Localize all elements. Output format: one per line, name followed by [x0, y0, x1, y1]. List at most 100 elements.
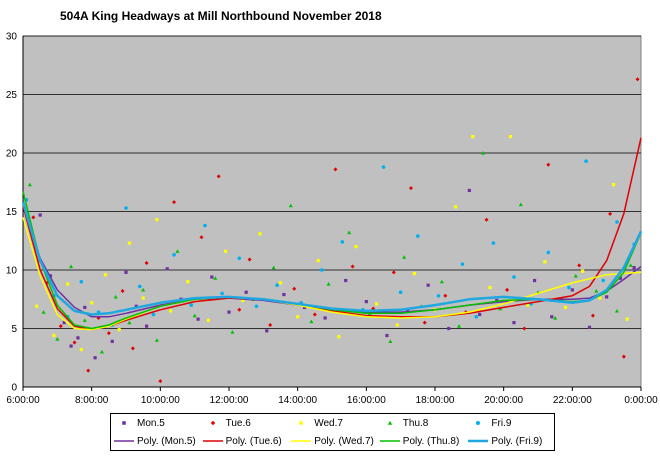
data-point-wed-7	[625, 317, 629, 321]
data-point-fri-9	[151, 312, 156, 317]
y-tick-label: 15	[6, 207, 18, 218]
data-point-wed-7	[526, 303, 530, 307]
legend: Mon.5 Tue.6 Wed.7 Thu.8 Fri.9 Poly. (Mon.5) P…	[110, 413, 555, 451]
data-point-mon-5	[447, 326, 451, 331]
data-point-tue-6	[268, 322, 273, 327]
data-point-wed-7	[395, 323, 399, 327]
data-point-fri-9	[319, 268, 324, 272]
legend-row-series: Mon.5 Tue.6 Wed.7 Thu.8 Fri.9	[111, 414, 554, 432]
data-point-wed-7	[471, 135, 475, 139]
legend-item-trendline: Poly. (Fri.9)	[465, 436, 554, 447]
data-point-wed-7	[543, 260, 547, 264]
data-point-wed-7	[66, 282, 70, 286]
data-point-tue-6	[522, 326, 527, 331]
data-point-fri-9	[546, 250, 551, 255]
data-point-fri-9	[416, 234, 420, 238]
legend-item-trendline: Poly. (Mon.5)	[111, 436, 200, 447]
data-point-fri-9	[512, 275, 516, 279]
data-point-wed-7	[316, 259, 320, 263]
legend-item-series: Wed.7	[288, 418, 377, 429]
legend-line-sample	[200, 436, 226, 447]
data-point-fri-9	[601, 278, 606, 283]
data-point-tue-6	[621, 354, 626, 359]
data-point-mon-5	[38, 213, 42, 217]
data-point-fri-9	[474, 315, 479, 319]
data-point-mon-5	[145, 324, 149, 328]
data-point-tue-6	[172, 200, 177, 205]
data-point-wed-7	[412, 271, 416, 276]
x-tick-label: 22:00:00	[553, 395, 592, 406]
data-point-thu-8	[614, 308, 619, 313]
data-point-thu-8	[288, 203, 293, 208]
data-point-mon-5	[134, 304, 138, 308]
data-point-wed-7	[375, 302, 379, 306]
data-point-wed-7	[223, 249, 228, 253]
data-point-tue-6	[443, 293, 448, 298]
legend-item-trendline: Poly. (Tue.6)	[200, 436, 289, 447]
data-point-mon-5	[76, 336, 80, 340]
data-point-mon-5	[570, 288, 574, 292]
y-tick-label: 10	[6, 266, 18, 277]
y-tick-label: 0	[11, 383, 17, 394]
data-point-thu-8	[457, 324, 462, 328]
data-point-tue-6	[350, 264, 355, 269]
legend-item-series: Mon.5	[111, 418, 200, 429]
data-point-mon-5	[344, 278, 348, 283]
data-point-thu-8	[573, 273, 578, 278]
data-point-tue-6	[144, 260, 149, 265]
trendline-poly-fri-9	[21, 201, 643, 316]
x-tick-label: 20:00:00	[484, 395, 523, 406]
data-point-fri-9	[79, 279, 84, 284]
data-point-fri-9	[436, 293, 441, 298]
data-point-tue-6	[158, 379, 163, 384]
data-point-thu-8	[41, 310, 46, 314]
legend-label: Tue.6	[225, 417, 251, 429]
data-point-thu-8	[113, 294, 118, 299]
legend-item-trendline: Poly. (Thu.8)	[377, 436, 466, 447]
data-point-mon-5	[632, 266, 636, 270]
data-point-wed-7	[508, 135, 513, 139]
legend-label: Mon.5	[137, 417, 165, 429]
data-point-fri-9	[172, 252, 176, 257]
data-point-wed-7	[206, 318, 210, 322]
data-point-tue-6	[58, 324, 63, 329]
data-point-mon-5	[265, 329, 269, 333]
data-point-thu-8	[594, 289, 599, 293]
data-point-thu-8	[402, 255, 407, 259]
legend-item-series: Fri.9	[465, 418, 554, 429]
data-point-fri-9	[381, 165, 386, 169]
legend-marker	[288, 418, 314, 429]
legend-label: Poly. (Fri.9)	[491, 435, 543, 447]
data-point-tue-6	[199, 235, 204, 240]
legend-item-trendline: Poly. (Wed.7)	[288, 436, 377, 447]
data-point-fri-9	[584, 159, 588, 163]
data-point-fri-9	[237, 256, 242, 261]
x-tick-label: 14:00:00	[278, 395, 317, 406]
data-point-mon-5	[196, 317, 200, 321]
data-point-fri-9	[137, 284, 142, 289]
x-tick-label: 18:00:00	[416, 395, 455, 406]
data-point-fri-9	[220, 291, 224, 296]
x-tick-label: 12:00:00	[210, 395, 249, 406]
legend-label: Poly. (Wed.7)	[314, 435, 374, 447]
data-point-wed-7	[186, 280, 190, 284]
data-point-mon-5	[618, 276, 622, 280]
data-point-tue-6	[577, 263, 582, 268]
data-point-mon-5	[323, 316, 327, 320]
data-point-mon-5	[124, 270, 128, 274]
y-tick-label: 30	[6, 32, 18, 43]
data-point-wed-7	[581, 269, 585, 273]
data-point-mon-5	[282, 292, 286, 297]
data-point-fri-9	[254, 304, 259, 309]
data-point-thu-8	[82, 318, 87, 322]
data-point-thu-8	[388, 339, 393, 343]
legend-line-sample	[377, 436, 403, 447]
x-tick-label: 8:00:00	[75, 395, 109, 406]
data-point-thu-8	[347, 230, 352, 235]
x-tick-label: 6:00:00	[6, 395, 40, 406]
data-point-wed-7	[563, 305, 568, 310]
legend-label: Wed.7	[314, 417, 343, 429]
data-point-wed-7	[258, 232, 262, 236]
legend-line-sample	[465, 436, 491, 447]
